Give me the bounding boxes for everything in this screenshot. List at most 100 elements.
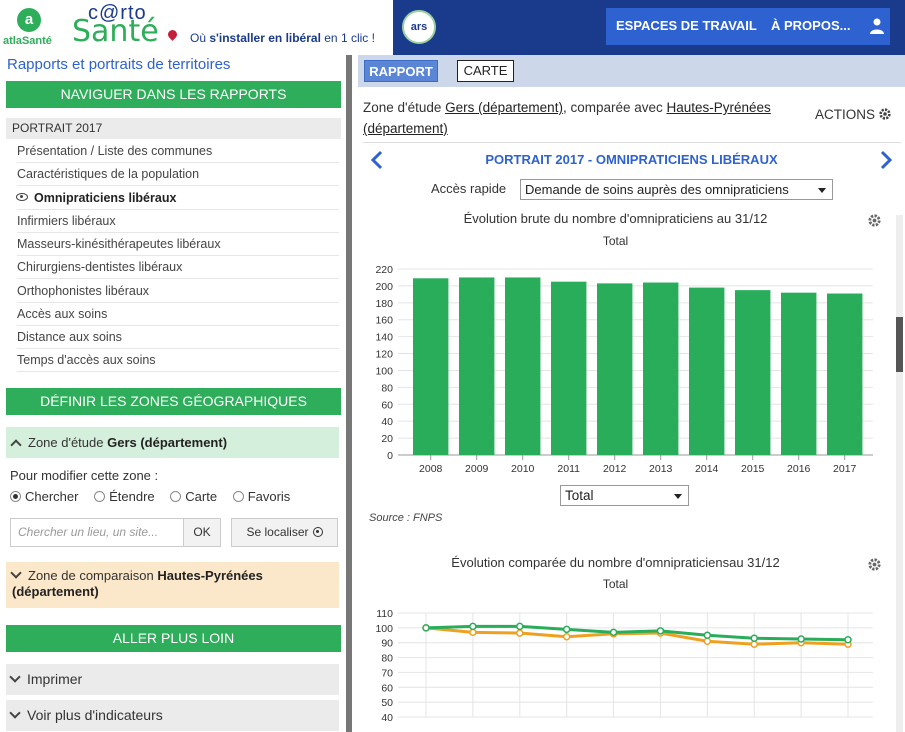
view-tabs: RAPPORT CARTE xyxy=(358,55,905,87)
y-tick-label: 200 xyxy=(375,281,393,293)
chevron-right-icon[interactable] xyxy=(879,150,893,170)
ok-button[interactable]: OK xyxy=(183,518,221,547)
ars-logo: ars xyxy=(402,10,436,44)
line-chart: 40 50 60 70 80 90 100 110 xyxy=(375,608,873,724)
zone-etude-link[interactable]: Gers (département) xyxy=(445,100,563,115)
y-tick-label: 40 xyxy=(381,712,393,724)
radio-etendre[interactable]: Étendre xyxy=(94,489,155,504)
y-tick-label: 70 xyxy=(381,667,393,679)
x-tick-label: 2016 xyxy=(787,463,811,475)
y-tick-label: 20 xyxy=(381,433,393,445)
search-input[interactable]: Chercher un lieu, un site... xyxy=(10,518,184,547)
report-group-header[interactable]: PORTRAIT 2017 xyxy=(6,118,341,139)
chevron-up-icon xyxy=(10,439,22,451)
tab-rapport[interactable]: RAPPORT xyxy=(364,60,438,82)
series-point xyxy=(750,640,758,648)
report-item-masseurs[interactable]: Masseurs-kinésithérapeutes libéraux xyxy=(17,233,339,256)
chart2-gear-icon[interactable] xyxy=(867,557,882,572)
y-tick-label: 0 xyxy=(387,450,393,462)
report-item-acces[interactable]: Accès aux soins xyxy=(17,303,339,326)
radio-carte[interactable]: Carte xyxy=(170,489,217,504)
acces-rapide-value: Demande de soins auprès des omnipraticie… xyxy=(525,182,789,197)
brand-line-1: c@rto xyxy=(88,2,147,24)
gear-icon xyxy=(879,108,891,120)
y-tick-label: 180 xyxy=(375,298,393,310)
report-item-orthophonistes[interactable]: Orthophonistes libéraux xyxy=(17,280,339,303)
atlasante-logo-text: atlaSanté xyxy=(3,35,52,47)
zone-summary: Zone d'étude Gers (département), comparé… xyxy=(363,97,803,139)
radio-unchecked-icon xyxy=(94,491,106,502)
series-line xyxy=(425,624,849,642)
user-button[interactable] xyxy=(862,8,890,45)
actions-label: ACTIONS xyxy=(815,107,876,122)
actions-menu[interactable]: ACTIONS xyxy=(815,107,892,122)
x-tick-label: 2014 xyxy=(695,463,719,475)
nav-rapports-header[interactable]: NAVIGUER DANS LES RAPPORTS xyxy=(6,81,341,108)
atlasante-logo[interactable]: a atlaSanté xyxy=(0,0,58,55)
report-item-infirmiers[interactable]: Infirmiers libéraux xyxy=(17,210,339,233)
chart2-title: Évolution comparée du nombre d'omniprati… xyxy=(451,555,780,570)
radio-label: Étendre xyxy=(109,489,155,504)
series-point xyxy=(750,634,758,643)
report-item-population[interactable]: Caractéristiques de la population xyxy=(17,163,339,186)
bar xyxy=(459,277,495,455)
y-tick-label: 220 xyxy=(375,264,393,276)
y-tick-label: 80 xyxy=(381,653,393,665)
bar xyxy=(689,287,725,455)
y-tick-label: 90 xyxy=(381,638,393,650)
acces-rapide-select[interactable]: Demande de soins auprès des omnipraticie… xyxy=(520,179,833,200)
aller-plus-loin-header[interactable]: ALLER PLUS LOIN xyxy=(6,625,341,652)
report-item-presentation[interactable]: Présentation / Liste des communes xyxy=(17,140,339,163)
report-item-temps[interactable]: Temps d'accès aux soins xyxy=(17,349,339,372)
radio-label: Chercher xyxy=(25,489,79,504)
modif-label: Pour modifier cette zone : xyxy=(10,468,159,483)
series-point xyxy=(844,635,852,644)
bar xyxy=(505,277,541,455)
chevron-down-icon xyxy=(9,707,21,719)
series-line xyxy=(425,626,849,646)
chart1-title: Évolution brute du nombre d'omnipraticie… xyxy=(463,211,768,226)
bar xyxy=(413,278,449,455)
imprimer-toggle[interactable]: Imprimer xyxy=(6,664,339,695)
dropdown-arrow-icon xyxy=(818,188,826,193)
atlasante-logo-icon: a xyxy=(17,8,41,32)
series-point xyxy=(422,624,430,632)
right-scrollbar-thumb[interactable] xyxy=(896,317,903,372)
radio-chercher[interactable]: Chercher xyxy=(10,489,78,504)
chevron-down-icon xyxy=(10,567,22,579)
report-item-chirurgiens[interactable]: Chirurgiens-dentistes libéraux xyxy=(17,256,339,279)
bar xyxy=(597,283,633,455)
localiser-button[interactable]: Se localiser xyxy=(231,518,338,547)
total-select[interactable]: Total xyxy=(560,485,689,506)
chart1-subtitle: Total xyxy=(602,234,629,248)
series-point xyxy=(703,631,712,640)
zones-header[interactable]: DÉFINIR LES ZONES GÉOGRAPHIQUES xyxy=(6,388,341,415)
zone-comparaison-toggle[interactable]: Zone de comparaison Hautes-Pyrénées (dép… xyxy=(6,562,339,608)
bar xyxy=(735,290,771,455)
y-tick-label: 50 xyxy=(381,697,393,709)
zone-etude-toggle[interactable]: Zone d'étude Gers (département) xyxy=(6,427,339,458)
tab-carte[interactable]: CARTE xyxy=(457,60,514,82)
cartosante-brand: c@rto Santé Où s'installer en libéral en… xyxy=(58,0,436,55)
nav-espaces-de-travail[interactable]: ESPACES DE TRAVAIL xyxy=(616,18,757,33)
imprimer-label: Imprimer xyxy=(27,671,83,687)
report-item-distance[interactable]: Distance aux soins xyxy=(17,326,339,349)
y-tick-label: 100 xyxy=(375,623,393,635)
nav-a-propos[interactable]: À PROPOS... xyxy=(771,18,851,33)
zone-comp-link[interactable]: Hautes-Pyrénées (département) xyxy=(363,100,771,136)
series-point xyxy=(562,625,571,634)
y-tick-label: 100 xyxy=(375,365,393,377)
chart2-subtitle: Total xyxy=(602,577,629,591)
report-item-omnipraticiens[interactable]: Omnipraticiens libéraux xyxy=(16,187,339,210)
left-scrollbar[interactable] xyxy=(346,55,352,732)
right-scrollbar[interactable] xyxy=(896,215,903,732)
voir-plus-toggle[interactable]: Voir plus d'indicateurs xyxy=(6,700,339,731)
bar xyxy=(781,292,817,455)
portrait-title: PORTRAIT 2017 - OMNIPRATICIENS LIBÉRAUX xyxy=(485,152,778,167)
total-select-value: Total xyxy=(565,488,594,503)
top-bar: a atlaSanté c@rto Santé Où s'installer e… xyxy=(0,0,905,55)
chart1-gear-icon[interactable] xyxy=(867,213,882,228)
radio-favoris[interactable]: Favoris xyxy=(232,489,290,504)
chevron-left-icon[interactable] xyxy=(370,150,384,170)
divider xyxy=(363,142,901,143)
